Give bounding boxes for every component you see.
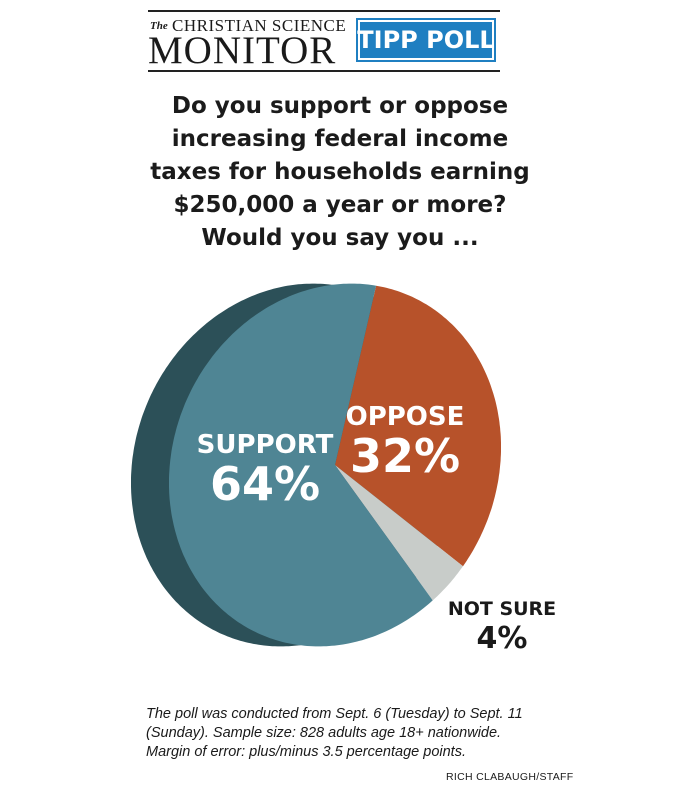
graphic-credit: RICH CLABAUGH/STAFF — [446, 771, 574, 783]
footnote-line: Margin of error: plus/minus 3.5 percenta… — [146, 744, 466, 760]
footnote-line: The poll was conducted from Sept. 6 (Tue… — [146, 706, 523, 722]
question-line: $250,000 a year or more? — [173, 192, 507, 218]
slice-value-support: 64% — [210, 457, 320, 511]
poll-question: Do you support or oppose increasing fede… — [90, 90, 590, 255]
masthead: The CHRISTIAN SCIENCE MONITOR TIPP POLL — [148, 10, 500, 72]
publication-the: The — [150, 20, 168, 32]
tipp-poll-badge: TIPP POLL — [356, 18, 496, 62]
slice-not-sure — [335, 465, 463, 601]
slice-support — [169, 283, 433, 647]
question-line: Do you support or oppose — [171, 93, 509, 119]
pie-labels: SUPPORT 64% OPPOSE 32% NOT SURE 4% — [197, 402, 557, 656]
question-line: increasing federal income — [171, 126, 509, 152]
masthead-rule-top — [148, 10, 500, 12]
slice-label-oppose: OPPOSE — [346, 402, 465, 432]
slice-label-support: SUPPORT — [197, 430, 334, 460]
slice-label-not-sure: NOT SURE — [448, 598, 556, 620]
pie-slices — [169, 283, 501, 647]
methodology-note: The poll was conducted from Sept. 6 (Tue… — [146, 705, 606, 762]
footnote-line: (Sunday). Sample size: 828 adults age 18… — [146, 725, 502, 741]
publication-name-line1: CHRISTIAN SCIENCE — [172, 16, 347, 35]
masthead-rule-bottom — [148, 70, 500, 72]
publication-name-line2: MONITOR — [148, 29, 337, 72]
slice-value-not-sure: 4% — [477, 621, 528, 656]
slice-oppose — [335, 285, 501, 567]
slice-value-oppose: 32% — [350, 429, 460, 483]
question-line: taxes for households earning — [150, 159, 530, 185]
question-line: Would you say you ... — [201, 225, 479, 251]
